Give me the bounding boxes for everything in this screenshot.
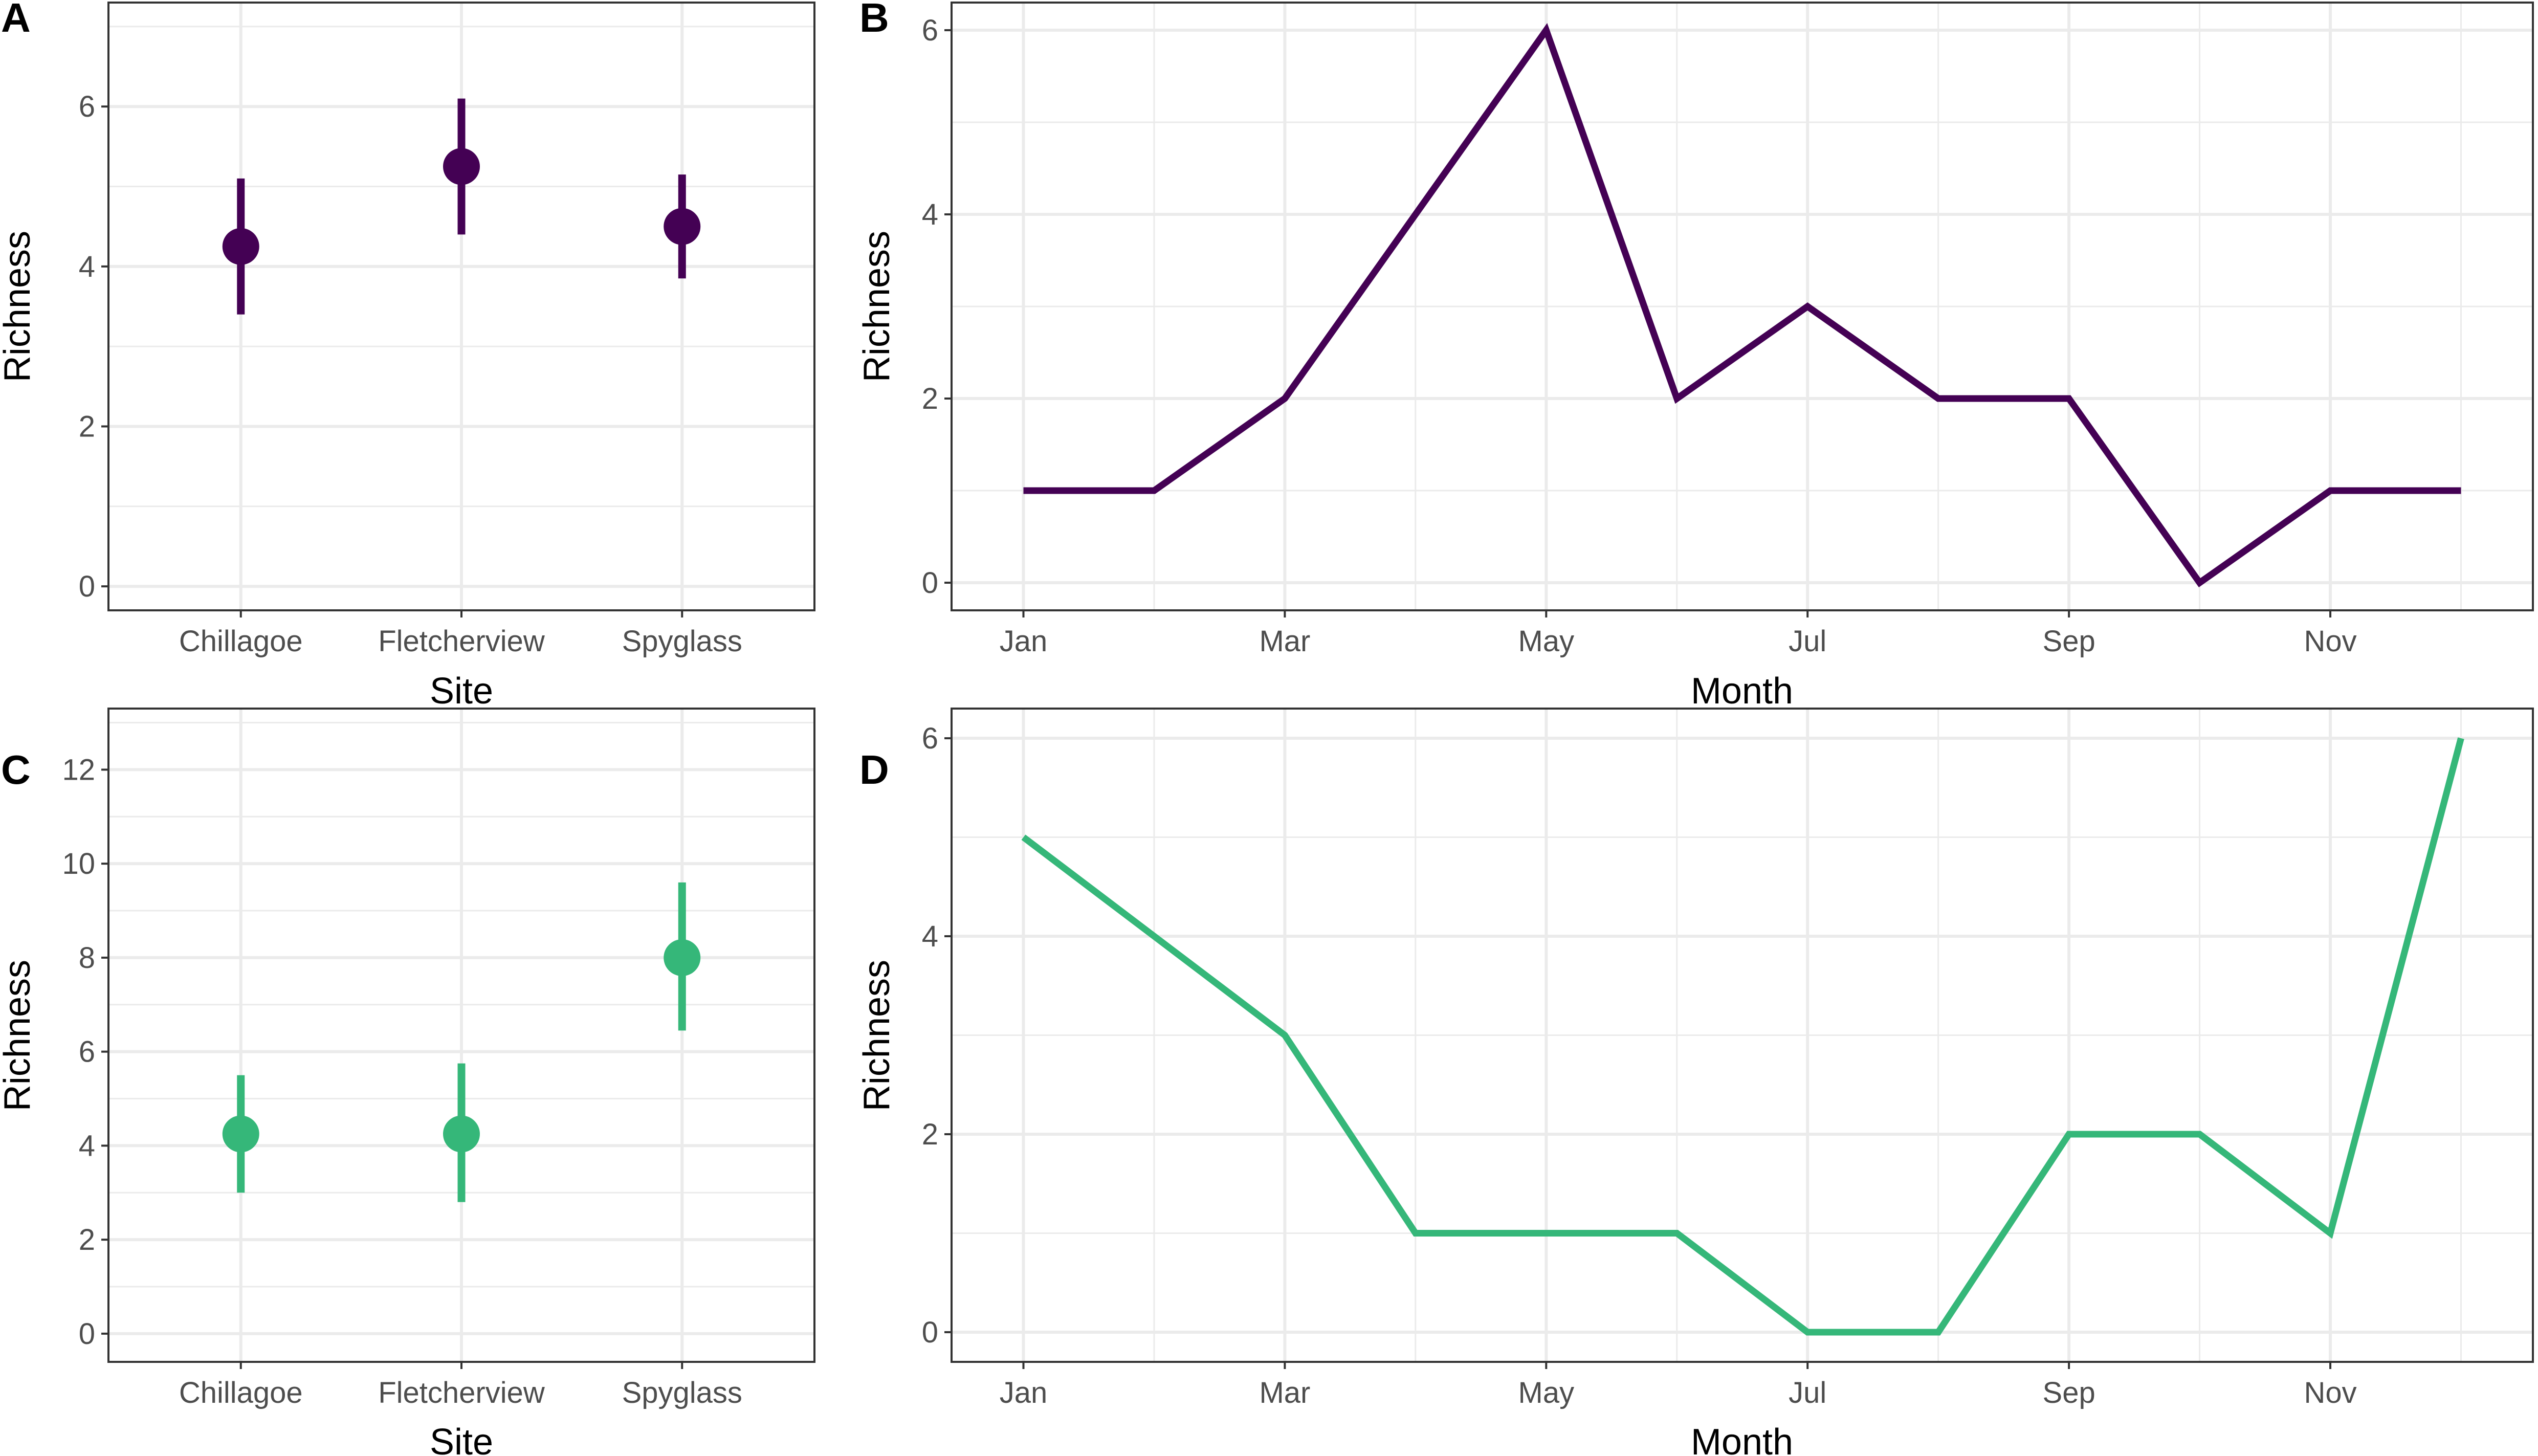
x-tick-label: Sep	[2043, 1376, 2095, 1409]
x-tick-label: Jul	[1789, 625, 1826, 658]
data-point	[443, 148, 480, 185]
y-tick-label: 2	[79, 1223, 95, 1256]
y-tick-label: 2	[79, 410, 95, 443]
grid-lines	[108, 3, 814, 610]
x-tick-label: Fletcherview	[378, 1376, 545, 1409]
y-tick-label: 0	[79, 570, 95, 603]
data-point	[443, 1115, 480, 1153]
grid-lines	[108, 709, 814, 1362]
series-line	[1023, 23, 2461, 588]
y-tick-label: 6	[922, 14, 938, 47]
y-tick-label: 4	[79, 250, 95, 283]
x-tick-label: May	[1518, 1376, 1575, 1409]
panel-d: D 0 2 4 6 Jan Mar May Jul Sep Nov Month Richness	[856, 708, 2534, 1456]
plot-border	[951, 708, 2534, 1363]
x-tick-label: Chillagoe	[179, 625, 303, 658]
data-point	[664, 939, 701, 976]
axis-ticks: 0 2 4 6 Chillagoe Fletcherview Spyglass	[79, 90, 742, 658]
panel-letter: B	[859, 0, 889, 40]
x-tick-label: Jan	[1000, 1376, 1048, 1409]
axis-ticks: 0 2 4 6 Jan Mar May Jul Sep Nov	[922, 722, 2357, 1409]
data-marks	[222, 98, 701, 315]
y-tick-label: 4	[922, 198, 938, 231]
plot-border	[951, 2, 2534, 611]
panel-letter: C	[1, 747, 31, 792]
y-tick-label: 10	[62, 847, 95, 880]
y-tick-label: 6	[79, 1035, 95, 1069]
data-marks	[1021, 737, 2464, 1336]
y-tick-label: 0	[922, 1316, 938, 1349]
x-tick-label: Spyglass	[622, 1376, 742, 1409]
y-axis-title: Richness	[856, 231, 897, 382]
y-axis-title: Richness	[856, 960, 897, 1111]
x-tick-label: Nov	[2304, 625, 2356, 658]
x-tick-label: Spyglass	[622, 625, 742, 658]
grid-lines	[952, 3, 2533, 610]
x-tick-label: Chillagoe	[179, 1376, 303, 1409]
x-axis-title: Site	[430, 671, 493, 712]
y-tick-label: 6	[922, 722, 938, 755]
y-tick-label: 6	[79, 90, 95, 123]
x-axis-title: Month	[1691, 671, 1793, 712]
series-line	[1021, 737, 2464, 1336]
x-tick-label: Jul	[1789, 1376, 1826, 1409]
y-tick-label: 0	[922, 566, 938, 600]
data-marks	[1023, 23, 2461, 588]
y-axis-title: Richness	[0, 231, 38, 382]
x-tick-label: Mar	[1259, 625, 1310, 658]
y-tick-label: 0	[79, 1317, 95, 1351]
grid-lines	[952, 709, 2533, 1362]
panel-b: B 0 2 4 6 Jan Mar May Jul Sep Nov Month Richness	[856, 0, 2534, 712]
data-point	[222, 228, 259, 265]
data-point	[664, 208, 701, 245]
x-tick-label: May	[1518, 625, 1575, 658]
panel-c: C 0 2 4 6 8 10 12 Chillagoe Fletcherview Spyglass…	[0, 708, 815, 1456]
y-tick-label: 4	[79, 1129, 95, 1162]
y-axis-title: Richness	[0, 960, 38, 1111]
x-axis-title: Site	[430, 1422, 493, 1456]
y-tick-label: 2	[922, 1118, 938, 1151]
x-tick-label: Nov	[2304, 1376, 2356, 1409]
panel-letter: A	[1, 0, 31, 40]
y-tick-label: 8	[79, 941, 95, 975]
axis-ticks: 0 2 4 6 8 10 12 Chillagoe Fletcherview Spyglass	[62, 753, 742, 1409]
data-marks	[222, 882, 701, 1202]
x-axis-title: Month	[1691, 1422, 1793, 1456]
y-tick-label: 4	[922, 920, 938, 953]
x-tick-label: Sep	[2043, 625, 2095, 658]
x-tick-label: Jan	[1000, 625, 1048, 658]
x-tick-label: Fletcherview	[378, 625, 545, 658]
data-point	[222, 1115, 259, 1153]
y-tick-label: 12	[62, 753, 95, 786]
panel-letter: D	[859, 747, 889, 792]
axis-ticks: 0 2 4 6 Jan Mar May Jul Sep Nov	[922, 14, 2357, 658]
y-tick-label: 2	[922, 382, 938, 415]
x-tick-label: Mar	[1259, 1376, 1310, 1409]
panel-a: A 0 2 4 6 Chillagoe Fletcherview Spyglass Site…	[0, 0, 815, 712]
